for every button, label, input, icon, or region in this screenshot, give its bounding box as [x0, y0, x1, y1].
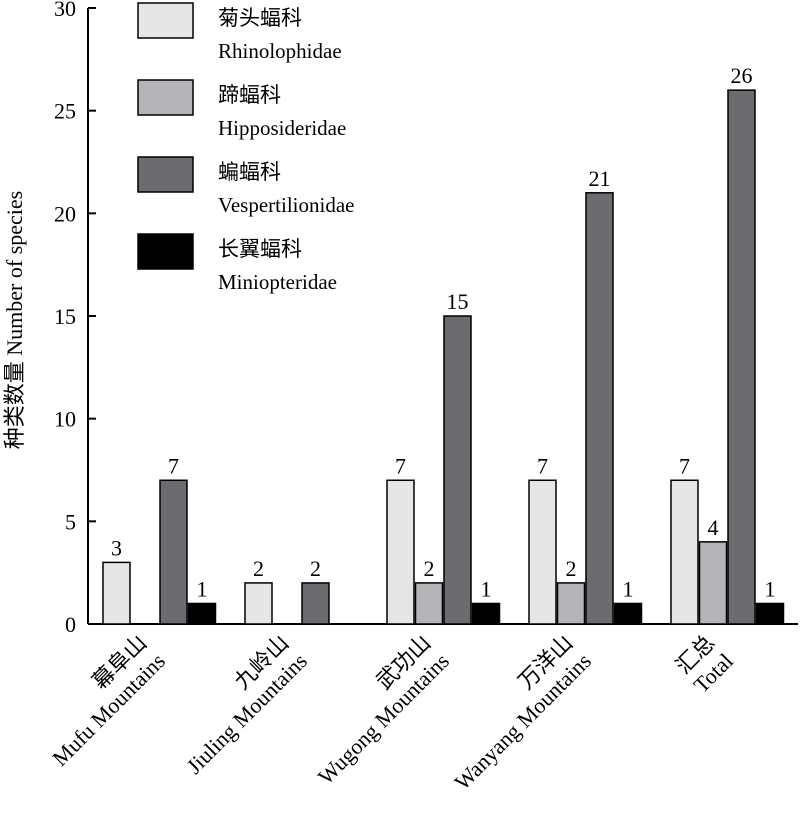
bar-value-label: 7 [395, 453, 406, 478]
legend-label-zh: 蝙蝠科 [218, 160, 281, 184]
y-tick-label: 15 [54, 304, 76, 329]
y-tick-label: 20 [54, 201, 76, 226]
bar [471, 602, 501, 625]
bar-value-label: 21 [589, 166, 611, 191]
legend-label-en: Miniopteridae [218, 270, 337, 294]
legend-swatch [137, 79, 194, 116]
bar-value-label: 2 [253, 556, 264, 581]
bar [670, 479, 699, 625]
bar [727, 89, 756, 625]
bar-value-label: 1 [765, 576, 776, 601]
bar-value-label: 7 [537, 453, 548, 478]
bar-value-label: 26 [731, 63, 753, 88]
legend-label-en: Hipposideridae [218, 116, 346, 140]
bar-value-label: 7 [679, 453, 690, 478]
legend-swatch [137, 233, 194, 270]
bar [244, 582, 273, 625]
y-tick-label: 25 [54, 99, 76, 124]
data-labels: 3 7 1 2 2 7 2 15 1 7 2 21 1 7 4 26 1 [111, 63, 776, 601]
legend-label-zh: 长翼蝠科 [218, 237, 302, 261]
y-tick-label: 10 [54, 407, 76, 432]
bar [301, 582, 330, 625]
bar [414, 582, 444, 625]
legend-label-zh: 菊头蝠科 [218, 6, 302, 30]
y-tick-label: 0 [65, 612, 76, 637]
bar [159, 479, 188, 625]
legend-label-en: Rhinolophidae [218, 39, 342, 63]
bar-value-label: 1 [197, 576, 208, 601]
legend-label-zh: 蹄蝠科 [218, 83, 281, 107]
y-tick-label: 5 [65, 509, 76, 534]
bar-value-label: 4 [708, 515, 719, 540]
bar [443, 315, 472, 625]
bar-value-label: 2 [424, 556, 435, 581]
bar [102, 561, 131, 625]
bar-value-label: 7 [168, 453, 179, 478]
bar-value-label: 3 [111, 535, 122, 560]
bars [102, 89, 785, 625]
bar [613, 602, 643, 625]
bar-value-label: 2 [566, 556, 577, 581]
bar-value-label: 1 [481, 576, 492, 601]
legend-swatch [137, 2, 194, 39]
bar-value-label: 2 [310, 556, 321, 581]
bar [755, 602, 785, 625]
legend-swatch [137, 156, 194, 193]
bar [698, 541, 728, 625]
bar [528, 479, 557, 625]
bar [556, 582, 586, 625]
bar-value-label: 15 [447, 289, 469, 314]
bar-value-label: 1 [623, 576, 634, 601]
bar [585, 192, 614, 625]
y-tick-label: 30 [54, 0, 76, 21]
bar [187, 602, 217, 625]
y-axis-title: 种类数量 Number of species [2, 191, 27, 449]
bar [386, 479, 415, 625]
legend: 菊头蝠科 Rhinolophidae 蹄蝠科 Hipposideridae 蝙蝠科 Ves… [137, 2, 354, 294]
legend-label-en: Vespertilionidae [218, 193, 354, 217]
